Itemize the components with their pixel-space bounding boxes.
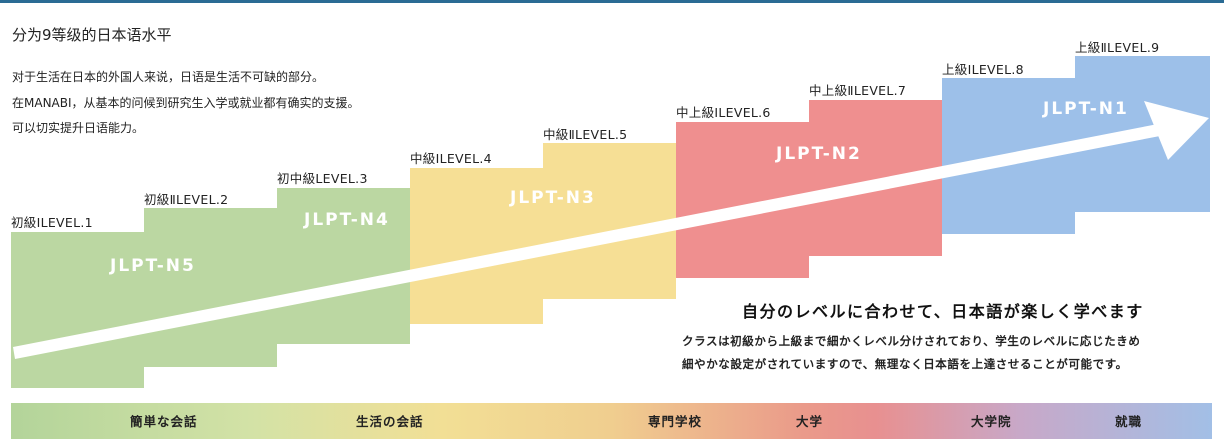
level-block-4 — [410, 168, 543, 324]
level-label-6: 中上級ⅠLEVEL.6 — [676, 105, 771, 120]
level-block-1 — [11, 232, 144, 388]
page-title: 分为9等级的日本语水平 — [12, 26, 172, 44]
level-label-9: 上級ⅡLEVEL.9 — [1075, 40, 1160, 55]
bar-label-university: 大学 — [796, 414, 824, 429]
intro-line-1: 对于生活在日本的外国人来说，日语是生活不可缺的部分。 — [12, 70, 325, 84]
progress-arrow-shaft — [13, 124, 1160, 359]
level-block-3 — [277, 188, 410, 344]
level-label-5: 中級ⅡLEVEL.5 — [543, 127, 628, 142]
jlpt-n5-label: JLPT-N5 — [110, 256, 196, 276]
bar-label-graduate-school: 大学院 — [971, 414, 1012, 429]
education-path-bar — [11, 403, 1212, 439]
level-label-7: 中上級ⅡLEVEL.7 — [809, 83, 907, 98]
jlpt-n2-label: JLPT-N2 — [776, 144, 862, 164]
bar-label-vocational-school: 専門学校 — [648, 414, 703, 429]
level-label-2: 初級ⅡLEVEL.2 — [144, 192, 229, 207]
level-label-8: 上級ⅠLEVEL.8 — [942, 62, 1024, 77]
level-label-4: 中級ⅠLEVEL.4 — [410, 151, 492, 166]
intro-line-2: 在MANABI，从基本的问候到研究生入学或就业都有确实的支援。 — [12, 96, 360, 110]
top-border — [0, 0, 1224, 3]
level-label-3: 初中級LEVEL.3 — [277, 171, 368, 186]
level-label-1: 初級ⅠLEVEL.1 — [11, 215, 93, 230]
headline: 自分のレベルに合わせて、日本語が楽しく学べます — [742, 302, 1144, 321]
bar-label-daily-conversation: 生活の会話 — [356, 414, 424, 429]
level-block-5 — [543, 143, 676, 299]
level-block-2 — [144, 208, 277, 367]
bar-label-employment: 就職 — [1115, 414, 1143, 429]
bar-label-simple-conversation: 簡単な会話 — [130, 414, 198, 429]
intro-line-3: 可以切实提升日语能力。 — [12, 121, 145, 135]
progress-arrow-head — [1144, 101, 1209, 160]
jlpt-n4-label: JLPT-N4 — [304, 210, 390, 230]
body-line-1: クラスは初級から上級まで細かくレベル分けされており、学生のレベルに応じたきめ — [682, 334, 1141, 348]
body-line-2: 細やかな設定がされていますので、無理なく日本語を上達させることが可能です。 — [682, 357, 1128, 371]
jlpt-n3-label: JLPT-N3 — [510, 188, 596, 208]
jlpt-n1-label: JLPT-N1 — [1043, 99, 1129, 119]
